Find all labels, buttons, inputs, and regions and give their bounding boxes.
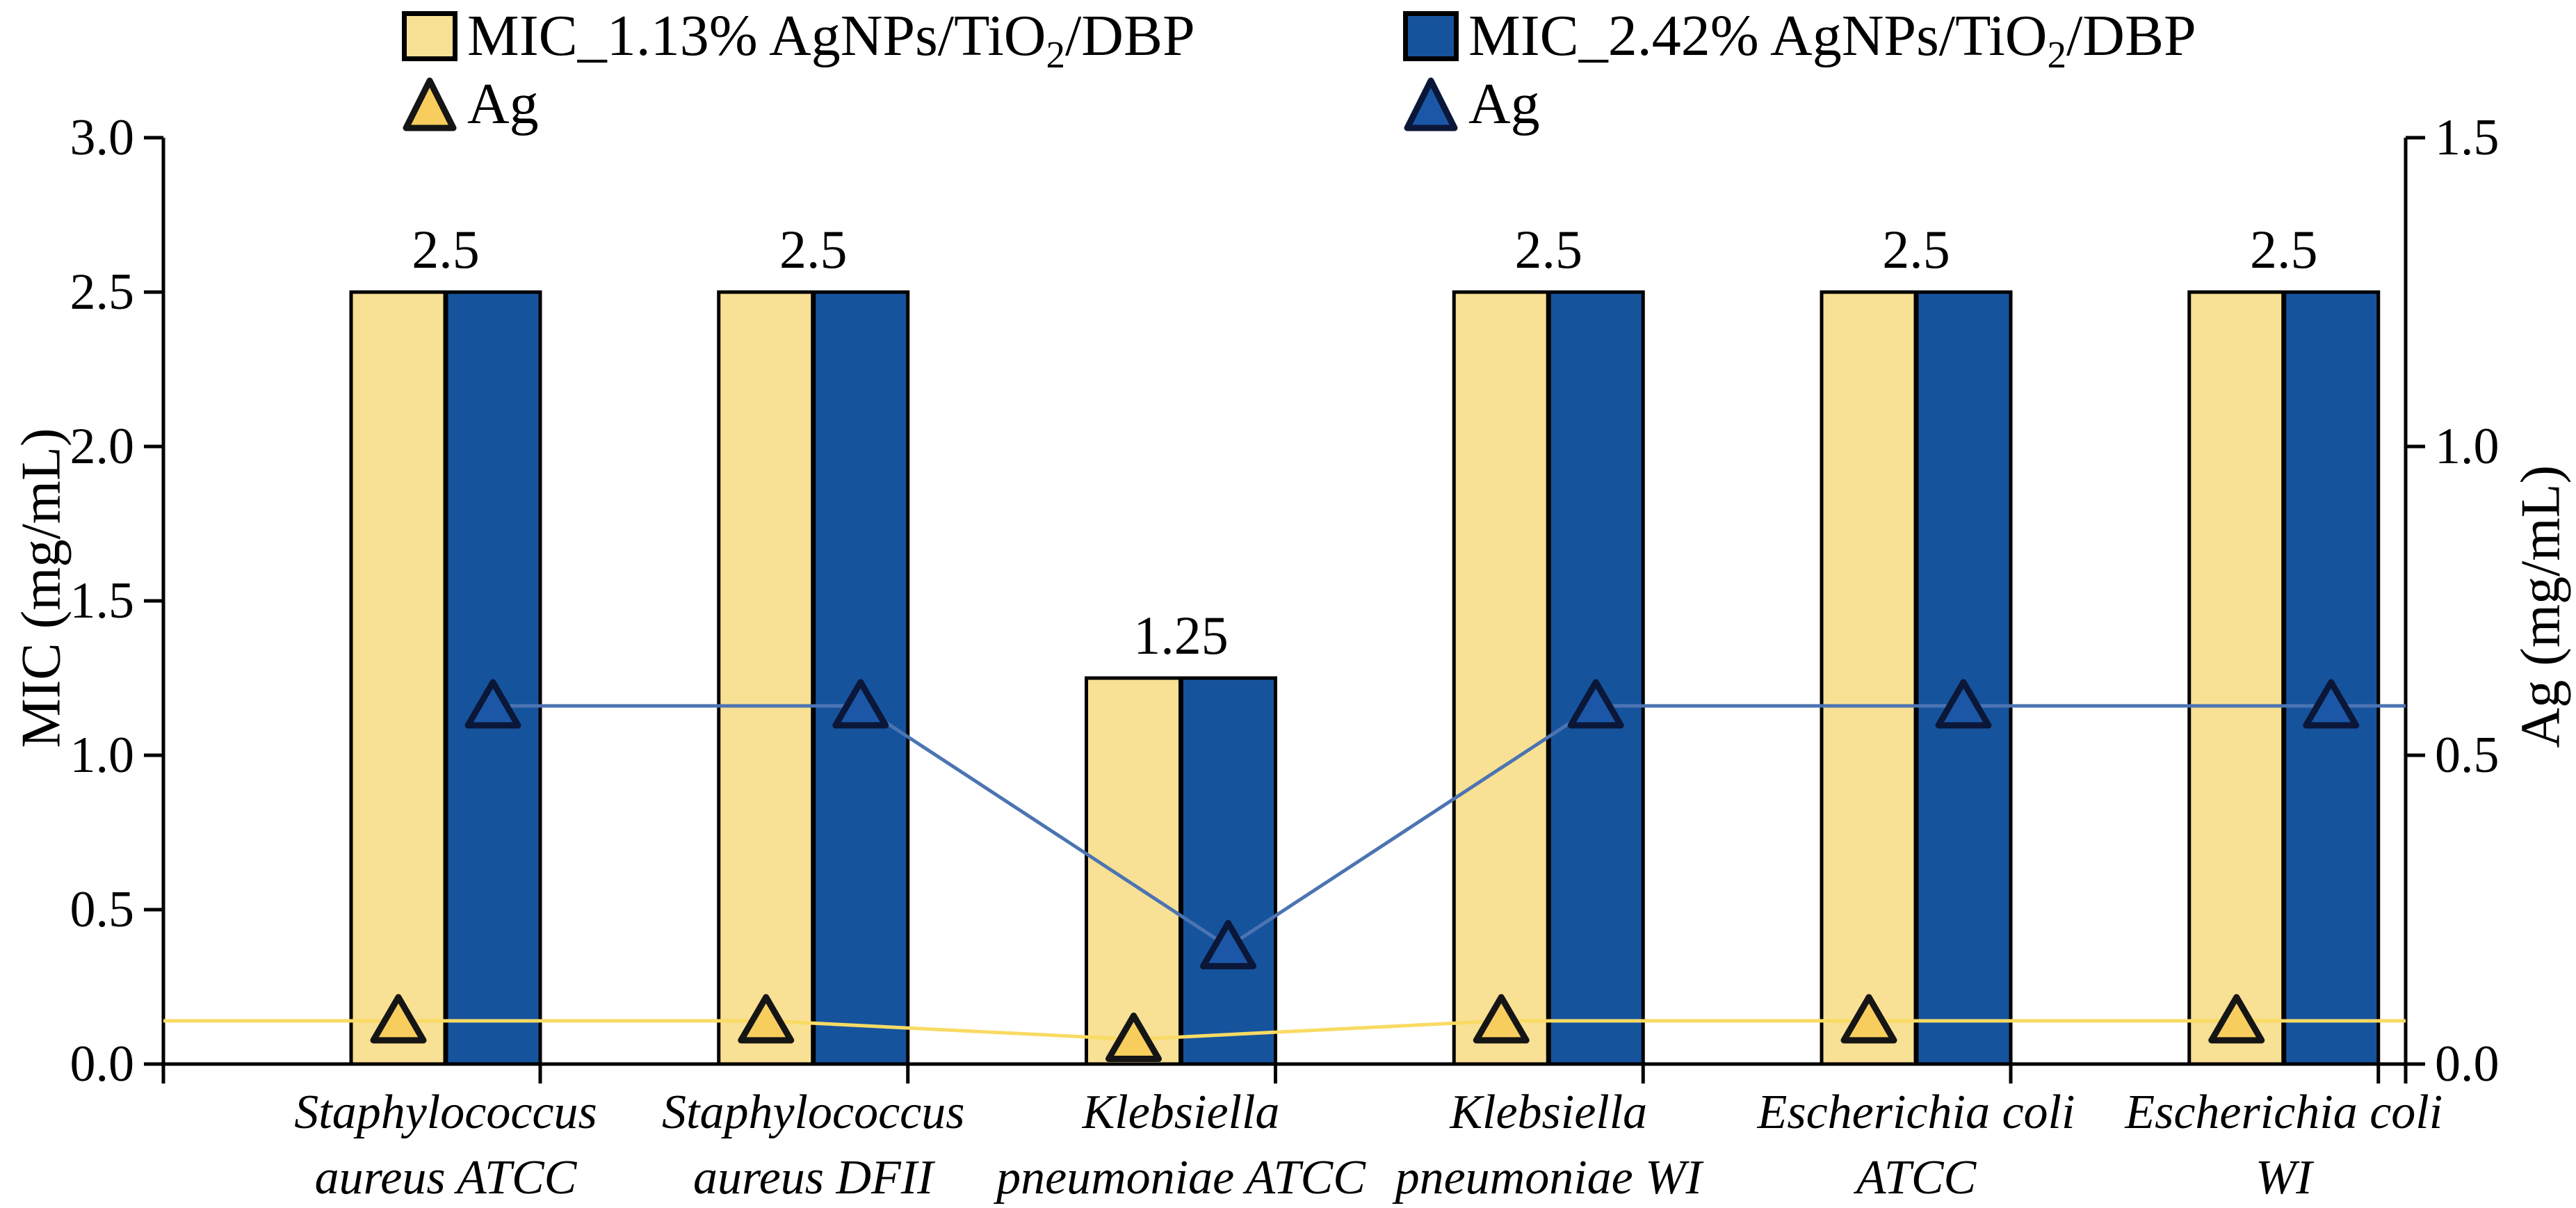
legend-label-mic-1.13: MIC_1.13% AgNPs/TiO2/DBP <box>467 3 1195 76</box>
ag-marker-blue-5 <box>2303 679 2360 729</box>
bar-series2-3 <box>1547 290 1645 1066</box>
left-tick-label-1.5: 1.5 <box>70 572 135 629</box>
category-label-5-line2: WI <box>2255 1151 2315 1205</box>
category-label-0-line1: Staphylococcus <box>294 1086 597 1139</box>
left-tick-label-1.0: 1.0 <box>70 727 135 784</box>
ag-marker-yellow-2 <box>1105 1012 1162 1062</box>
bar-series2-1 <box>812 290 910 1066</box>
left-tick-label-2.5: 2.5 <box>70 264 135 321</box>
category-label-3-line1: Klebsiella <box>1449 1086 1647 1139</box>
category-label-2-line1: Klebsiella <box>1082 1086 1280 1139</box>
legend-item-ag-blue: Ag <box>1403 74 2196 135</box>
legend-swatch-mic-1.13 <box>402 11 457 61</box>
ag-marker-blue-4 <box>1935 679 1992 729</box>
bar-series1-2 <box>1085 676 1182 1066</box>
bar-series2-2 <box>1180 676 1277 1066</box>
legend-label-ag-yellow: Ag <box>467 72 539 136</box>
ag-marker-yellow-5 <box>2208 994 2265 1044</box>
ag-marker-yellow-3 <box>1473 994 1530 1044</box>
category-label-4-line1: Escherichia coli <box>1757 1086 2075 1139</box>
ag-marker-blue-3 <box>1567 679 1624 729</box>
category-label-1-line1: Staphylococcus <box>662 1086 964 1139</box>
bar-series1-3 <box>1452 290 1550 1066</box>
ag-marker-blue-2 <box>1200 919 1256 969</box>
ag-marker-yellow-1 <box>738 994 795 1044</box>
ag-marker-blue-0 <box>464 679 521 729</box>
ag-marker-yellow-0 <box>370 994 427 1044</box>
bar-series2-0 <box>444 290 542 1066</box>
legend-item-mic-1.13: MIC_1.13% AgNPs/TiO2/DBP <box>402 3 1195 76</box>
category-label-1-line2: aureus DFII <box>693 1151 936 1205</box>
legend-label-ag-blue: Ag <box>1468 72 1540 136</box>
bar-value-label-4: 2.5 <box>1882 219 1950 280</box>
legend-column-1: MIC_1.13% AgNPs/TiO2/DBP Ag <box>402 6 1195 135</box>
bar-value-label-0: 2.5 <box>412 219 480 280</box>
bar-series1-4 <box>1820 290 1918 1066</box>
bar-series2-4 <box>1915 290 2013 1066</box>
bar-value-label-2: 1.25 <box>1133 605 1229 666</box>
right-tick-label-1.0: 1.0 <box>2435 418 2500 475</box>
bar-value-label-1: 2.5 <box>779 219 848 280</box>
legend-item-ag-yellow: Ag <box>402 74 1195 135</box>
left-tick-label-3.0: 3.0 <box>70 109 135 166</box>
category-label-2-line2: pneumoniae ATCC <box>993 1151 1366 1205</box>
right-tick-label-1.5: 1.5 <box>2435 109 2500 166</box>
right-tick-label-0.5: 0.5 <box>2435 727 2500 784</box>
legend-item-mic-2.42: MIC_2.42% AgNPs/TiO2/DBP <box>1403 3 2196 76</box>
category-label-4-line2: ATCC <box>1854 1151 1977 1205</box>
ag-line-yellow <box>163 1019 2406 1041</box>
legend-column-2: MIC_2.42% AgNPs/TiO2/DBP Ag <box>1403 6 2196 135</box>
bar-series2-5 <box>2283 290 2381 1066</box>
legend-label-mic-2.42: MIC_2.42% AgNPs/TiO2/DBP <box>1468 3 2196 76</box>
ag-marker-blue-1 <box>832 679 889 729</box>
bar-series1-1 <box>717 290 815 1066</box>
category-label-5-line1: Escherichia coli <box>2124 1086 2443 1139</box>
left-tick-label-0.5: 0.5 <box>70 881 135 938</box>
ag-marker-yellow-4 <box>1840 994 1897 1044</box>
left-tick-label-0.0: 0.0 <box>70 1036 135 1093</box>
right-tick-label-0.0: 0.0 <box>2435 1036 2500 1093</box>
triangle-marker-yellow-icon <box>403 77 457 131</box>
left-tick-label-2.0: 2.0 <box>70 418 135 475</box>
triangle-marker-blue-icon <box>1404 77 1458 131</box>
bar-series1-5 <box>2187 290 2285 1066</box>
bar-series1-0 <box>349 290 447 1066</box>
category-label-3-line2: pneumoniae WI <box>1392 1151 1705 1205</box>
category-label-0-line2: aureus ATCC <box>315 1151 578 1205</box>
bar-value-label-5: 2.5 <box>2250 219 2318 280</box>
bar-value-label-3: 2.5 <box>1515 219 1583 280</box>
legend-swatch-mic-2.42 <box>1403 11 1459 61</box>
